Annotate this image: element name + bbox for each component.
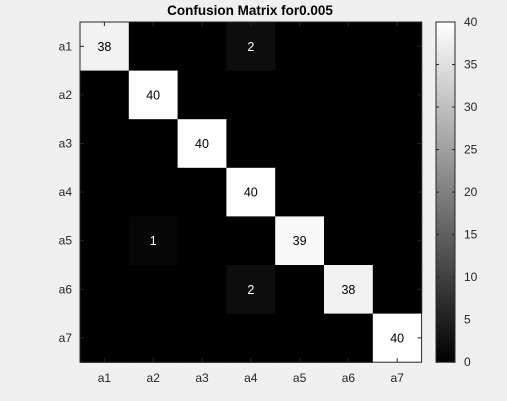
x-tick-label: a4	[244, 371, 258, 385]
heatmap-cell-a4-a2	[129, 168, 178, 217]
heatmap-cell-a4-a1	[80, 168, 129, 217]
cell-value-label: 40	[244, 186, 258, 200]
heatmap-cell-a6-a7	[373, 265, 422, 314]
heatmap-cell-a2-a1	[80, 71, 129, 120]
heatmap-cell-a1-a3	[178, 22, 227, 71]
colorbar-tick-label: 35	[464, 58, 478, 72]
x-tick-label: a5	[293, 371, 307, 385]
heatmap-cell-a7-a6	[324, 314, 373, 363]
x-tick-label: a3	[195, 371, 209, 385]
heatmap-cell-a4-a5	[275, 168, 324, 217]
heatmap-cell-a1-a6	[324, 22, 373, 71]
colorbar-tick-label: 10	[464, 270, 478, 284]
heatmap-cell-a1-a2	[129, 22, 178, 71]
heatmap-cell-a4-a6	[324, 168, 373, 217]
heatmap-cell-a3-a1	[80, 119, 129, 168]
x-tick-label: a6	[342, 371, 356, 385]
x-tick-label: a7	[391, 371, 405, 385]
y-tick-label: a2	[59, 88, 73, 102]
heatmap-cell-a3-a5	[275, 119, 324, 168]
heatmap-cell-a5-a6	[324, 216, 373, 265]
colorbar-tick-label: 40	[464, 15, 478, 29]
y-tick-label: a5	[59, 234, 73, 248]
heatmap-cell-a5-a4	[226, 216, 275, 265]
heatmap-cell-a7-a5	[275, 314, 324, 363]
heatmap-cell-a3-a2	[129, 119, 178, 168]
cell-value-label: 38	[97, 40, 111, 54]
y-tick-label: a1	[59, 39, 73, 53]
heatmap-cell-a3-a7	[373, 119, 422, 168]
heatmap-cell-a7-a1	[80, 314, 129, 363]
x-tick-label: a2	[147, 371, 161, 385]
y-tick-label: a7	[59, 331, 73, 345]
x-tick-label: a1	[98, 371, 112, 385]
y-tick-label: a6	[59, 282, 73, 296]
colorbar-tick-label: 0	[464, 355, 471, 369]
y-tick-label: a4	[59, 185, 73, 199]
cell-value-label: 40	[390, 331, 404, 345]
colorbar-tick-label: 30	[464, 100, 478, 114]
heatmap-cell-a2-a5	[275, 71, 324, 120]
heatmap-cell-a5-a3	[178, 216, 227, 265]
heatmap-cell-a4-a7	[373, 168, 422, 217]
colorbar-tick-label: 15	[464, 228, 478, 242]
heatmap-cell-a2-a4	[226, 71, 275, 120]
cell-value-label: 40	[146, 88, 160, 102]
heatmap-cell-a5-a1	[80, 216, 129, 265]
cell-value-label: 2	[247, 40, 254, 54]
heatmap-cell-a6-a5	[275, 265, 324, 314]
heatmap-cell-a6-a2	[129, 265, 178, 314]
heatmap-cell-a5-a7	[373, 216, 422, 265]
heatmap-cell-a3-a6	[324, 119, 373, 168]
cell-value-label: 2	[247, 283, 254, 297]
heatmap-cell-a7-a2	[129, 314, 178, 363]
heatmap-cell-a4-a3	[178, 168, 227, 217]
heatmap-cell-a7-a4	[226, 314, 275, 363]
heatmap-cell-a2-a6	[324, 71, 373, 120]
cell-value-label: 40	[195, 137, 209, 151]
colorbar-tick-label: 25	[464, 143, 478, 157]
heatmap-cell-a2-a3	[178, 71, 227, 120]
heatmap-cell-a7-a3	[178, 314, 227, 363]
heatmap-cell-a3-a4	[226, 119, 275, 168]
cell-value-label: 38	[341, 283, 355, 297]
heatmap-cell-a2-a7	[373, 71, 422, 120]
chart-title: Confusion Matrix for0.005	[167, 3, 333, 18]
colorbar-tick-label: 5	[464, 313, 471, 327]
heatmap-cell-a1-a5	[275, 22, 324, 71]
heatmap-cell-a6-a3	[178, 265, 227, 314]
cell-value-label: 1	[150, 234, 157, 248]
heatmap-cell-a6-a1	[80, 265, 129, 314]
y-tick-label: a3	[59, 137, 73, 151]
heatmap-cell-a1-a7	[373, 22, 422, 71]
colorbar-tick-label: 20	[464, 185, 478, 199]
cell-value-label: 39	[293, 234, 307, 248]
